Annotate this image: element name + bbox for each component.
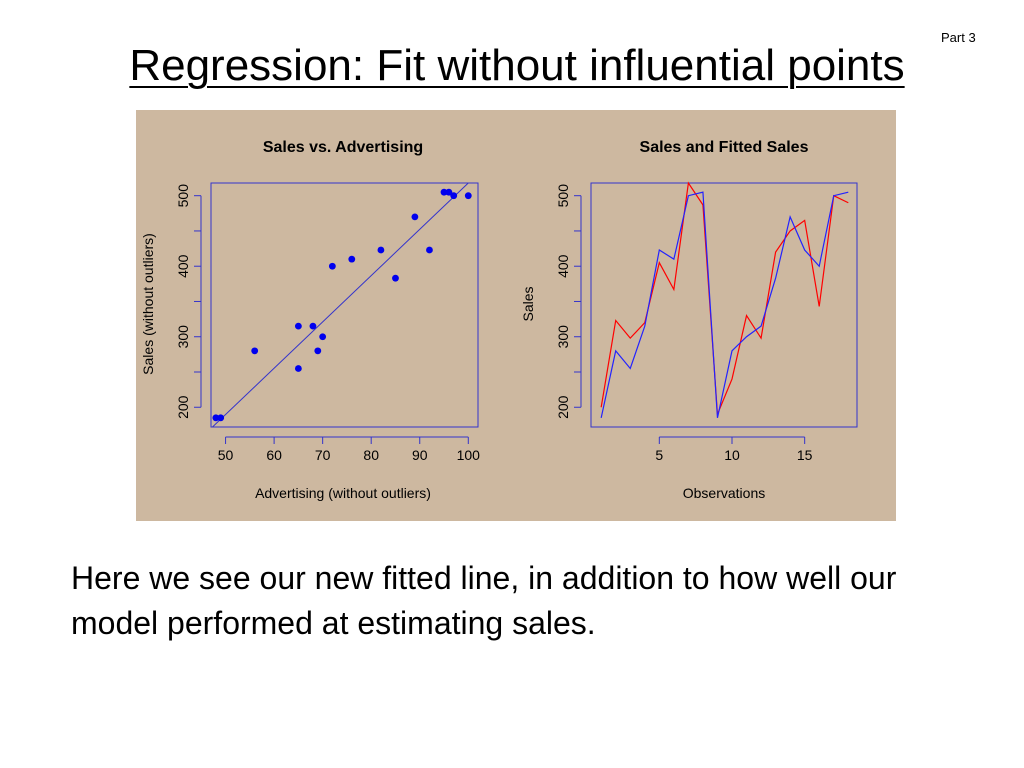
chart2-x-tick-label: 10 (724, 447, 740, 463)
slide-title-text: Regression: Fit without influential poin… (129, 41, 905, 90)
chart1-point (212, 414, 220, 422)
chart1-x-tick-label: 100 (457, 447, 481, 463)
chart2-y-tick-label: 200 (555, 395, 571, 419)
chart2-ylabel: Sales (520, 286, 536, 321)
part-label: Part 3 (941, 30, 976, 45)
chart1-y-tick-label: 300 (175, 325, 191, 349)
chart1-y-tick-label: 500 (175, 184, 191, 208)
chart1-ylabel: Sales (without outliers) (140, 233, 156, 375)
chart1-point (377, 246, 385, 254)
chart2-y-tick-label: 300 (555, 325, 571, 349)
chart1-point (464, 192, 472, 200)
chart1-title: Sales vs. Advertising (263, 139, 423, 156)
chart2-title: Sales and Fitted Sales (640, 139, 809, 156)
chart1-point (251, 347, 259, 355)
chart1-point (450, 192, 458, 200)
figure-panel: Sales vs. Advertising Advertising (witho… (136, 110, 896, 521)
chart2-y-tick-label: 500 (555, 184, 571, 208)
chart2-plot-box (590, 182, 858, 428)
chart1-y-tick-label: 400 (175, 254, 191, 278)
chart1-point (217, 414, 225, 422)
chart1-point (348, 255, 356, 263)
chart1-point (445, 188, 453, 196)
chart1-x-tick-label: 50 (218, 447, 234, 463)
chart2-observed-series-line (600, 191, 849, 418)
chart1-point (309, 322, 317, 330)
chart1-x-tick-label: 90 (412, 447, 428, 463)
chart1-point (440, 188, 448, 196)
body-text: Here we see our new fitted line, in addi… (71, 560, 897, 641)
chart1-x-tick-label: 60 (266, 447, 282, 463)
chart1-point (314, 347, 322, 355)
chart2-x-tick-label: 15 (797, 447, 813, 463)
chart2-marks: 5 10 15 200 300 400 500 (555, 181, 849, 463)
chart1-point (411, 213, 419, 221)
chart2-y-tick-label: 400 (555, 254, 571, 278)
chart2-fitted-series-line (600, 181, 849, 415)
chart1-point (392, 274, 399, 282)
chart1-plot-box (210, 182, 479, 428)
figure-svg: Sales vs. Advertising Advertising (witho… (140, 139, 858, 501)
chart1-y-tick-label: 200 (175, 395, 191, 419)
chart1-point (426, 246, 433, 254)
chart1-x-tick-label: 70 (315, 447, 331, 463)
chart1-marks: 50 60 70 80 90 100 200 300 400 500 (175, 183, 480, 463)
chart2-x-tick-label: 5 (655, 447, 663, 463)
slide-title: Regression: Fit without influential poin… (0, 38, 1024, 94)
chart2-xlabel: Observations (683, 485, 765, 501)
chart1-point (328, 262, 336, 270)
chart1-point (319, 333, 327, 341)
chart1-xlabel: Advertising (without outliers) (255, 485, 431, 501)
chart1-x-tick-label: 80 (363, 447, 379, 463)
chart1-regression-line (211, 183, 469, 427)
chart1-point (294, 365, 302, 372)
chart1-point (294, 322, 302, 330)
